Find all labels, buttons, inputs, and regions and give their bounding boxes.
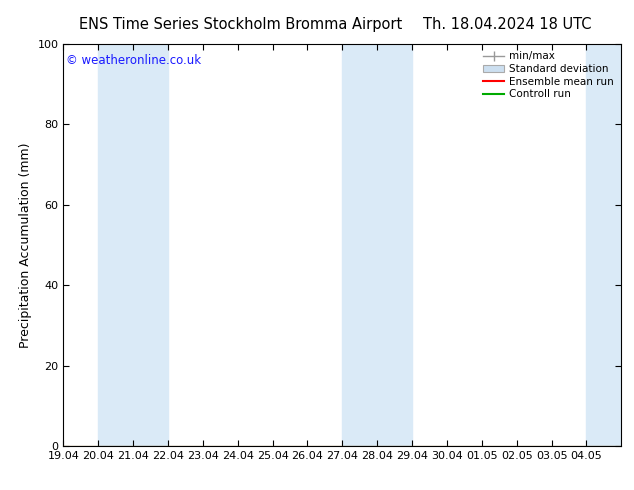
Y-axis label: Precipitation Accumulation (mm): Precipitation Accumulation (mm) <box>19 142 32 348</box>
Text: © weatheronline.co.uk: © weatheronline.co.uk <box>66 54 202 67</box>
Bar <box>586 44 621 446</box>
Bar <box>98 44 168 446</box>
Legend: min/max, Standard deviation, Ensemble mean run, Controll run: min/max, Standard deviation, Ensemble me… <box>481 49 616 101</box>
Text: ENS Time Series Stockholm Bromma Airport: ENS Time Series Stockholm Bromma Airport <box>79 17 403 32</box>
Text: Th. 18.04.2024 18 UTC: Th. 18.04.2024 18 UTC <box>423 17 592 32</box>
Bar <box>342 44 412 446</box>
